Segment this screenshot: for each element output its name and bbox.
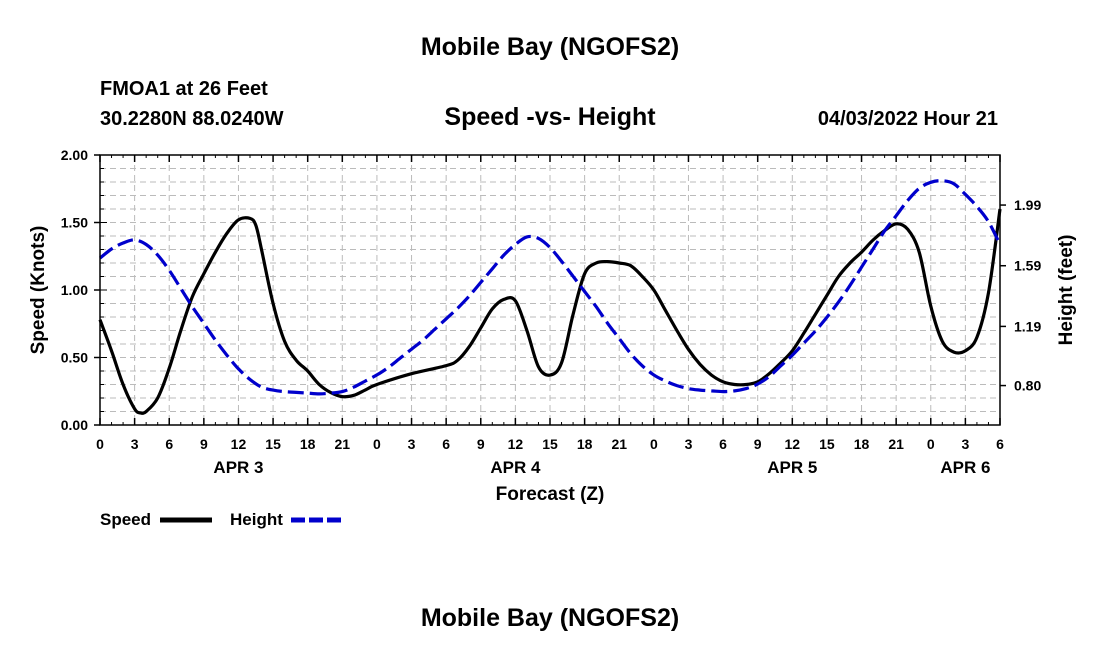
legend: Speed Height [100,510,343,529]
station-coords: 30.2280N 88.0240W [100,108,284,130]
y2-tick-label: 1.19 [1014,318,1041,334]
x-tick-label: 21 [335,436,351,452]
date-label: APR 5 [767,458,817,477]
x-tick-label: 9 [754,436,762,452]
x-tick-label: 0 [373,436,381,452]
x-tick-label: 12 [508,436,524,452]
grid [100,155,1000,425]
x-tick-label: 6 [165,436,173,452]
footer-title: Mobile Bay (NGOFS2) [421,604,679,632]
x-tick-label: 18 [854,436,870,452]
x-tick-label: 15 [819,436,835,452]
x-tick-label: 15 [542,436,558,452]
y2-tick-label: 1.99 [1014,197,1041,213]
y2-axis-label: Height (feet) [1056,235,1077,346]
x-tick-label: 21 [888,436,904,452]
x-tick-label: 12 [785,436,801,452]
x-tick-label: 18 [577,436,593,452]
x-axis-label: Forecast (Z) [496,484,605,505]
date-label: APR 3 [213,458,263,477]
series-layer [98,179,1002,415]
y-tick-label: 1.50 [61,215,88,231]
x-tick-label: 6 [996,436,1004,452]
x-tick-label: 0 [650,436,658,452]
y-tick-label: 0.50 [61,350,88,366]
page-title: Mobile Bay (NGOFS2) [421,33,679,61]
y-tick-label: 1.00 [61,282,88,298]
y2-tick-label: 1.59 [1014,258,1041,274]
x-tick-label: 3 [685,436,693,452]
x-tick-label: 0 [96,436,104,452]
y2-tick-label: 0.80 [1014,378,1041,394]
date-label: APR 4 [490,458,541,477]
x-tick-label: 3 [131,436,139,452]
station-name: FMOA1 at 26 Feet [100,78,268,100]
y-tick-label: 2.00 [61,147,88,163]
x-tick-label: 3 [961,436,969,452]
x-tick-label: 6 [442,436,450,452]
x-tick-label: 12 [231,436,247,452]
y-tick-label: 0.00 [61,417,88,433]
x-tick-label: 18 [300,436,316,452]
chart-title: Speed -vs- Height [444,103,656,131]
x-tick-label: 6 [719,436,727,452]
legend-label-height: Height [230,510,283,529]
x-tick-label: 9 [477,436,485,452]
height-series-line [98,179,1002,396]
x-tick-label: 15 [265,436,281,452]
legend-label-speed: Speed [100,510,151,529]
x-tick-label: 21 [611,436,627,452]
x-tick-label: 3 [408,436,416,452]
x-tick-label: 0 [927,436,935,452]
axes: 0 3 6 9 12 15 18 21 0 3 6 9 12 15 18 21 0 3 6 9 12 15 18 21 0 3 6 0… [61,147,1042,477]
x-tick-label: 9 [200,436,208,452]
forecast-time: 04/03/2022 Hour 21 [818,108,998,130]
y-axis-label: Speed (Knots) [28,226,49,355]
date-label: APR 6 [940,458,990,477]
speed-series-line [98,208,1002,415]
